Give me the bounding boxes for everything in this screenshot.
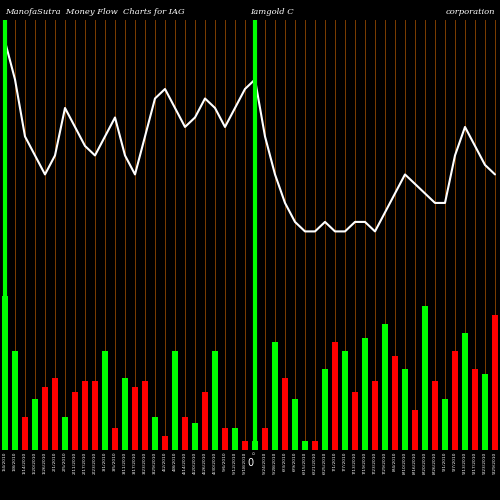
Bar	[312, 441, 318, 450]
Bar	[412, 410, 418, 450]
Bar	[32, 400, 38, 450]
Bar	[242, 441, 248, 450]
Bar	[422, 306, 428, 450]
Bar	[292, 400, 298, 450]
Bar	[232, 428, 238, 450]
Bar	[2, 296, 8, 450]
Text: 0: 0	[247, 458, 253, 468]
Bar	[222, 428, 228, 450]
Bar	[212, 350, 218, 450]
Bar	[52, 378, 58, 450]
Bar	[252, 441, 258, 450]
Bar	[72, 392, 78, 450]
Bar	[472, 368, 478, 450]
Bar	[202, 392, 208, 450]
Bar	[172, 350, 178, 450]
Bar	[182, 418, 188, 450]
Bar	[132, 387, 138, 450]
Bar	[282, 378, 288, 450]
Bar	[92, 382, 98, 450]
Bar	[372, 382, 378, 450]
Bar	[262, 428, 268, 450]
Bar	[22, 418, 28, 450]
Bar	[462, 332, 468, 450]
Bar	[272, 342, 278, 450]
Bar	[352, 392, 358, 450]
Bar	[12, 350, 18, 450]
Text: Iamgold C: Iamgold C	[250, 8, 294, 16]
Bar	[192, 423, 198, 450]
Bar	[322, 368, 328, 450]
Bar	[482, 374, 488, 450]
Text: ManofaSutra  Money Flow  Charts for IAG: ManofaSutra Money Flow Charts for IAG	[5, 8, 185, 16]
Bar	[102, 350, 108, 450]
Bar	[142, 382, 148, 450]
Bar	[382, 324, 388, 450]
Bar	[392, 356, 398, 450]
Bar	[402, 368, 408, 450]
Bar	[492, 314, 498, 450]
Bar	[62, 418, 68, 450]
Text: corporation: corporation	[446, 8, 495, 16]
Bar	[162, 436, 168, 450]
Bar	[332, 342, 338, 450]
Bar	[122, 378, 128, 450]
Bar	[152, 418, 158, 450]
Bar	[302, 441, 308, 450]
Bar	[442, 400, 448, 450]
Bar	[112, 428, 118, 450]
Bar	[362, 338, 368, 450]
Bar	[42, 387, 48, 450]
Bar	[82, 382, 88, 450]
Bar	[342, 350, 348, 450]
Bar	[452, 350, 458, 450]
Bar	[432, 382, 438, 450]
